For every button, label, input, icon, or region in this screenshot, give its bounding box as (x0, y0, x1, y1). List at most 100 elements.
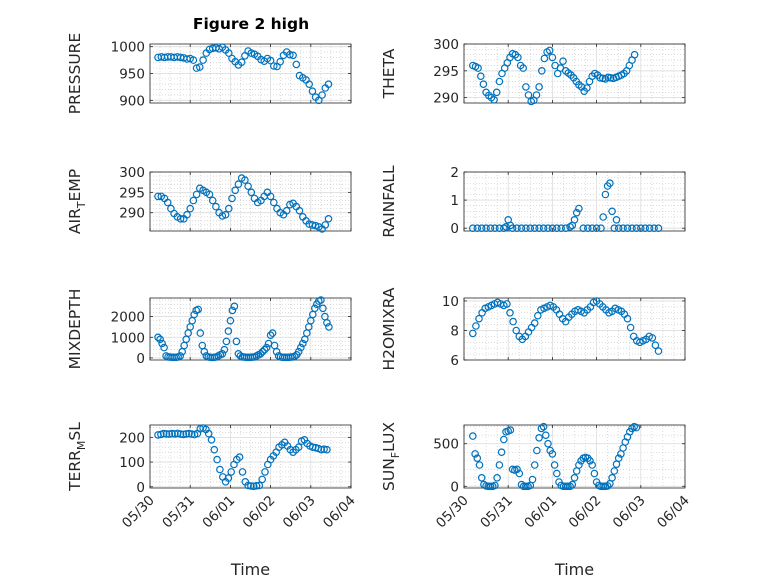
data-point (603, 482, 612, 490)
y-tick-label: 290 (119, 206, 145, 222)
data-point (626, 323, 635, 332)
x-axis-label: Time (554, 560, 594, 579)
data-point (235, 453, 244, 461)
data-point (305, 80, 314, 89)
data-point (514, 53, 522, 62)
data-point (517, 480, 526, 489)
data-point (213, 455, 221, 464)
data-point (614, 454, 623, 463)
data-point (159, 429, 168, 438)
data-point (317, 296, 325, 304)
data-point (294, 443, 303, 452)
data-point (208, 196, 217, 205)
data-point (628, 224, 636, 233)
data-point (499, 435, 508, 444)
data-point (234, 180, 243, 189)
data-point (586, 456, 594, 465)
y-axis-label: MIXDEPTH (66, 289, 84, 370)
data-point (266, 331, 275, 340)
data-point (503, 300, 511, 308)
y-axis-label: AIRTEMP (66, 169, 88, 234)
data-point (472, 322, 480, 330)
data-point (163, 198, 172, 207)
data-point (296, 343, 305, 352)
data-point (654, 224, 663, 233)
data-point (186, 204, 195, 213)
data-point (294, 347, 303, 356)
data-point (623, 224, 632, 233)
data-point (564, 482, 572, 491)
data-point (325, 323, 333, 331)
data-point (575, 204, 583, 213)
data-point (221, 210, 230, 219)
x-tick-label: 05/31 (477, 493, 516, 532)
data-point (230, 302, 239, 311)
data-point (486, 224, 495, 233)
data-point (513, 465, 521, 474)
data-point (218, 349, 227, 358)
data-point (225, 204, 233, 213)
data-point (517, 224, 526, 233)
data-point (557, 224, 566, 233)
data-point (497, 448, 506, 457)
data-point (232, 337, 241, 346)
x-tick-label: 06/02 (240, 493, 279, 532)
data-point (286, 50, 294, 59)
data-point (490, 96, 498, 104)
data-point (530, 224, 539, 233)
data-point (583, 84, 591, 92)
data-point (632, 423, 641, 432)
y-tick-label: 0 (450, 479, 459, 495)
data-point (608, 207, 616, 216)
data-point (486, 482, 495, 491)
y-tick-label: 0 (136, 480, 145, 496)
data-point (272, 347, 281, 356)
data-point (597, 224, 605, 233)
y-tick-label: 300 (433, 37, 459, 53)
data-point (258, 475, 267, 484)
data-point (266, 192, 275, 201)
data-point (493, 473, 501, 482)
data-point (654, 347, 663, 355)
data-point (610, 224, 619, 233)
data-point (204, 429, 213, 438)
data-point (314, 96, 323, 105)
data-point (524, 91, 533, 99)
data-point (628, 424, 636, 433)
data-point (244, 182, 252, 191)
data-point (535, 224, 543, 233)
data-point (570, 216, 579, 224)
axes-box (149, 171, 352, 232)
data-point (537, 67, 546, 75)
data-point (205, 190, 214, 199)
data-point (566, 482, 574, 491)
data-point (548, 224, 557, 233)
data-point (482, 224, 490, 233)
y-tick-label: 500 (433, 437, 459, 453)
figure-title: Figure 2 high (193, 15, 309, 33)
data-point (539, 224, 548, 233)
data-point (228, 194, 236, 203)
data-point (530, 461, 539, 469)
data-point (231, 186, 240, 195)
data-point (650, 224, 658, 233)
data-point (192, 190, 201, 199)
data-point (539, 422, 548, 431)
data-point (612, 216, 621, 224)
y-tick-label: 6 (450, 353, 459, 369)
data-point (228, 306, 237, 315)
data-point (160, 343, 168, 352)
data-point (165, 430, 174, 438)
data-point (475, 314, 483, 323)
data-point (168, 429, 176, 438)
data-point (210, 445, 219, 454)
data-point (276, 57, 285, 66)
data-point (541, 431, 550, 440)
data-point (289, 51, 297, 60)
data-point (495, 461, 504, 469)
x-axis-label: Time (230, 560, 270, 579)
y-tick-label: 2 (450, 165, 459, 181)
data-point (323, 445, 331, 454)
